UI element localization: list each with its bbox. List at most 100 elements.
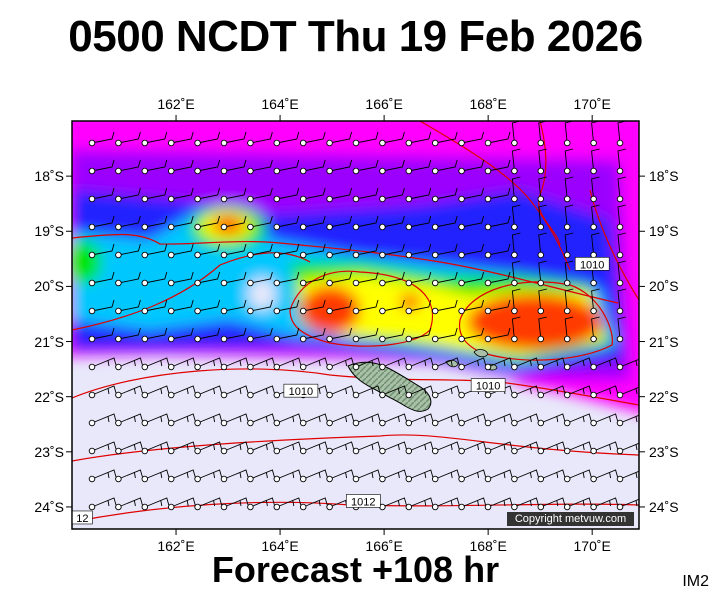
- wind-barb: [220, 131, 247, 147]
- wind-barb: [537, 497, 566, 511]
- isobar-label-text: 1012: [351, 496, 375, 508]
- wind-barb: [352, 469, 381, 483]
- wind-barb: [299, 357, 328, 371]
- wind-barb: [616, 288, 627, 315]
- lat-tick-left: 19˚S: [34, 223, 64, 240]
- wind-barb: [115, 187, 141, 203]
- wind-barb: [194, 497, 223, 511]
- wind-barb: [88, 385, 117, 399]
- wind-barb: [115, 413, 143, 427]
- isobar-line: [72, 233, 619, 304]
- wind-barb: [616, 498, 639, 511]
- wind-barb: [563, 176, 574, 203]
- wind-barb: [379, 413, 407, 427]
- wind-barb: [167, 357, 196, 371]
- wind-barb: [379, 159, 405, 175]
- wind-barb: [141, 299, 168, 315]
- wind-barb: [273, 497, 302, 511]
- wind-barb: [616, 260, 627, 287]
- wind-barb: [431, 299, 458, 315]
- wind-barb: [590, 385, 619, 399]
- wind-barb: [511, 176, 521, 203]
- lat-tick-left: 22˚S: [34, 388, 64, 405]
- wind-barb: [194, 215, 221, 231]
- wind-barb: [590, 469, 619, 483]
- wind-barb: [352, 215, 379, 231]
- lat-tick-left: 20˚S: [34, 278, 64, 295]
- wind-barb: [511, 148, 521, 175]
- wind-barb: [88, 327, 115, 343]
- wind-barb: [167, 187, 194, 203]
- wind-barb: [352, 187, 379, 203]
- wind-barb: [405, 469, 434, 483]
- wind-barb: [141, 469, 170, 483]
- wind-barb: [431, 327, 458, 343]
- wind-barb: [273, 469, 302, 483]
- isobar-label: 1012: [346, 494, 381, 508]
- wind-barb: [458, 357, 487, 371]
- wind-barb: [458, 469, 487, 483]
- wind-barb: [458, 271, 485, 287]
- wind-barb: [379, 327, 405, 343]
- wind-barb: [431, 131, 458, 147]
- wind-barb: [511, 357, 539, 371]
- wind-barb: [616, 232, 627, 259]
- wind-barb: [141, 131, 168, 147]
- wind-barb: [431, 497, 460, 511]
- wind-barb: [431, 215, 458, 231]
- wind-barb: [194, 271, 221, 287]
- wind-barb: [167, 215, 194, 231]
- wind-barb: [616, 414, 639, 427]
- wind-barb: [484, 357, 513, 371]
- wind-barb: [405, 159, 432, 175]
- wind-barb: [88, 215, 115, 231]
- wind-barb: [88, 243, 115, 259]
- wind-barb: [616, 386, 639, 399]
- wind-barb: [616, 176, 627, 203]
- wind-barb: [537, 288, 547, 315]
- wind-barb: [194, 441, 223, 455]
- wind-barb: [167, 131, 194, 147]
- wind-barb: [405, 243, 432, 259]
- wind-barb: [88, 357, 117, 371]
- wind-barb: [484, 159, 511, 175]
- wind-barb: [511, 385, 539, 399]
- wind-barb: [326, 413, 355, 427]
- wind-barb: [247, 497, 275, 511]
- wind-barb: [537, 413, 566, 427]
- wind-barb: [590, 176, 600, 203]
- wind-barb: [299, 215, 326, 231]
- image-code: IM2: [682, 573, 709, 590]
- wind-barb: [405, 385, 434, 399]
- wind-barb: [405, 497, 434, 511]
- wind-barb: [379, 215, 405, 231]
- wind-barb: [352, 413, 381, 427]
- wind-barb: [88, 187, 115, 203]
- lon-tick-bottom: 168˚E: [469, 538, 507, 554]
- wind-barb: [352, 441, 381, 455]
- wind-barb: [511, 260, 521, 287]
- wind-barb: [247, 357, 275, 371]
- isobar-label: 1010: [283, 383, 319, 398]
- wind-barb: [511, 497, 539, 511]
- frame-tick-marks: [66, 115, 645, 535]
- wind-barb: [379, 299, 405, 315]
- wind-barb: [431, 243, 458, 259]
- wind-barb: [352, 159, 379, 175]
- wind-barb: [299, 441, 328, 455]
- isobar-label-text: 12: [76, 513, 88, 525]
- wind-barb: [273, 299, 300, 315]
- wind-barb: [220, 215, 247, 231]
- red-zone-mid: [400, 294, 420, 310]
- wind-barb: [590, 413, 619, 427]
- wind-barb: [352, 271, 379, 287]
- wind-barb: [458, 413, 487, 427]
- wind-barb: [167, 299, 194, 315]
- lat-tick-right: 24˚S: [649, 498, 679, 515]
- lon-tick-bottom: 170˚E: [573, 538, 611, 554]
- wind-barb: [484, 271, 511, 287]
- wind-barb: [326, 469, 355, 483]
- wind-barb: [141, 243, 168, 259]
- wind-barb: [141, 271, 168, 287]
- wind-barb: [326, 243, 353, 259]
